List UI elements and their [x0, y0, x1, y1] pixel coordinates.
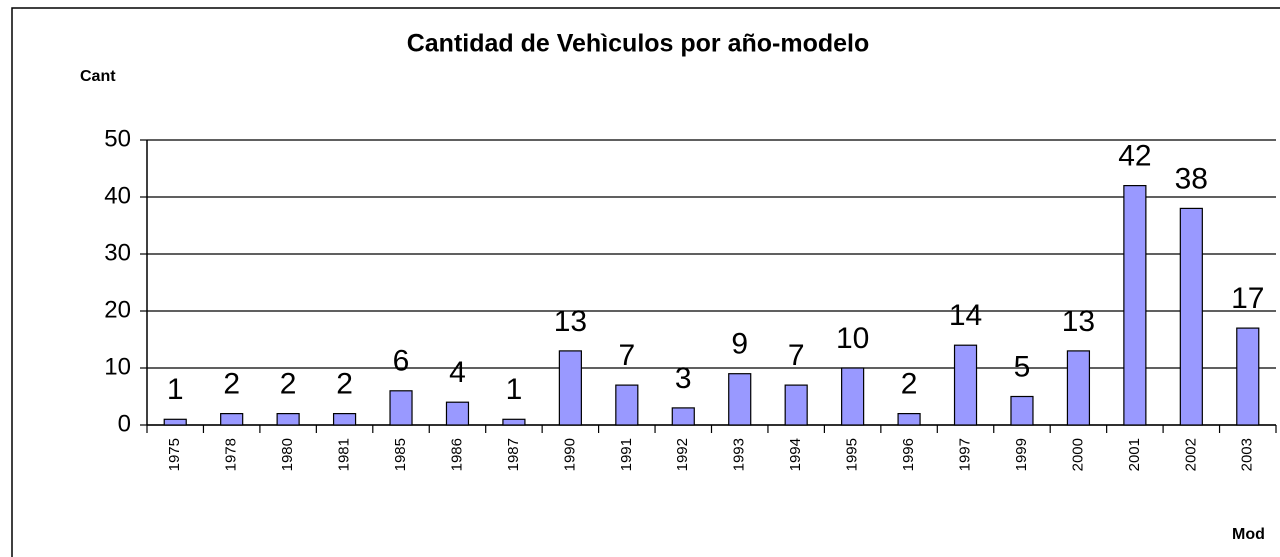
- bar: [897, 413, 921, 426]
- chart-title: Cantidad de Vehìculos por año-modelo: [407, 30, 870, 58]
- y-axis-label: Cant: [80, 68, 116, 85]
- y-tick-label: 0: [118, 410, 131, 437]
- bar: [332, 413, 357, 426]
- x-axis-label: Mod: [1232, 526, 1265, 543]
- data-label: 6: [393, 345, 410, 378]
- data-label: 7: [618, 339, 635, 372]
- y-tick-label: 40: [104, 182, 131, 209]
- x-tick-label: 1975: [166, 438, 183, 471]
- x-tick-label: 1978: [223, 438, 240, 471]
- x-tick-label: 1985: [392, 438, 409, 471]
- data-label: 13: [554, 305, 587, 338]
- x-tick-label: 1990: [561, 438, 578, 471]
- bar: [220, 413, 244, 426]
- chart-frame: [11, 7, 1280, 557]
- bar: [671, 407, 695, 426]
- data-label: 3: [675, 362, 692, 395]
- data-label: 2: [280, 368, 297, 401]
- bar: [276, 413, 300, 426]
- y-tick-label: 30: [104, 239, 131, 266]
- data-label: 1: [506, 373, 523, 406]
- x-tick-label: 1994: [787, 438, 804, 471]
- x-tick-label: 1995: [844, 438, 861, 471]
- x-tick-label: 1986: [448, 438, 465, 471]
- data-label: 1: [167, 373, 184, 406]
- data-label: 13: [1062, 305, 1095, 338]
- bar: [163, 418, 187, 426]
- data-label: 38: [1175, 162, 1208, 195]
- bar: [1066, 350, 1091, 426]
- data-label: 2: [223, 368, 240, 401]
- bar: [728, 373, 752, 426]
- bar: [953, 344, 978, 426]
- bar: [1010, 395, 1034, 426]
- data-label: 7: [788, 339, 805, 372]
- x-tick-label: 1993: [731, 438, 748, 471]
- x-tick-label: 1981: [336, 438, 353, 471]
- x-tick-label: 2003: [1239, 438, 1256, 471]
- x-tick-label: 2000: [1069, 438, 1086, 471]
- data-label: 2: [901, 368, 918, 401]
- data-label: 5: [1014, 350, 1031, 383]
- data-label: 17: [1231, 282, 1264, 315]
- bar: [502, 418, 526, 426]
- y-tick-label: 20: [104, 296, 131, 323]
- y-tick-label: 50: [104, 125, 131, 152]
- x-tick-label: 1996: [900, 438, 917, 471]
- x-tick-label: 1999: [1013, 438, 1030, 471]
- x-tick-label: 2001: [1126, 438, 1143, 471]
- y-tick-label: 10: [104, 353, 131, 380]
- bar: [558, 350, 582, 426]
- bar: [1123, 185, 1147, 426]
- x-tick-label: 1991: [618, 438, 635, 471]
- bar: [389, 390, 413, 426]
- x-tick-label: 1987: [505, 438, 522, 471]
- bar: [445, 401, 470, 426]
- bar: [1179, 207, 1203, 426]
- data-label: 9: [731, 328, 748, 361]
- data-label: 14: [949, 299, 982, 332]
- x-tick-label: 2002: [1182, 438, 1199, 471]
- x-tick-label: 1992: [674, 438, 691, 471]
- data-label: 42: [1118, 140, 1151, 173]
- x-tick-label: 1980: [279, 438, 296, 471]
- data-label: 10: [836, 322, 869, 355]
- x-tick-label: 1997: [956, 438, 973, 471]
- bar: [784, 384, 808, 426]
- bar: [1236, 327, 1260, 426]
- bar: [615, 384, 639, 426]
- data-label: 2: [336, 368, 353, 401]
- bar: [841, 367, 865, 426]
- data-label: 4: [449, 356, 466, 389]
